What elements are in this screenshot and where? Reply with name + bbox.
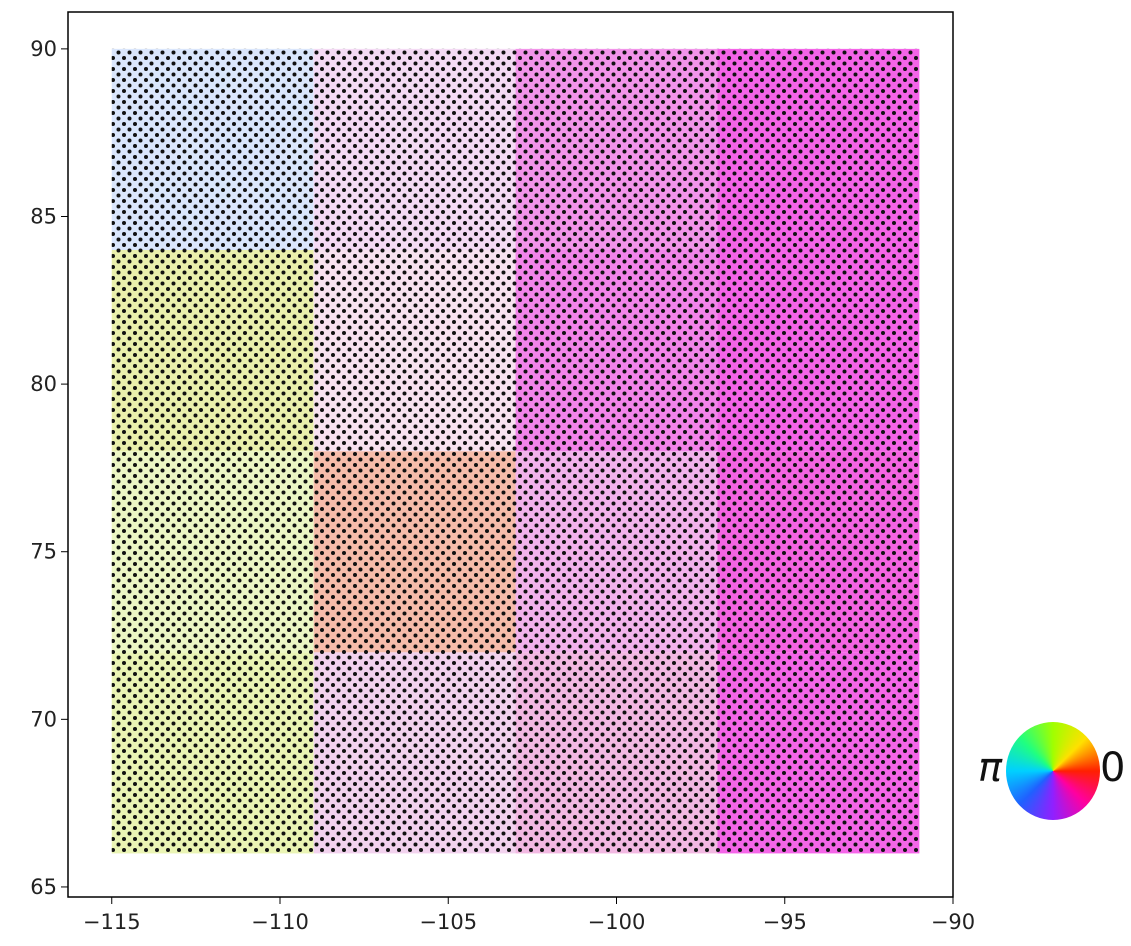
legend-label: π xyxy=(978,745,1003,791)
legend-label: 0 xyxy=(1100,745,1126,791)
x-tick-label: −115 xyxy=(83,910,141,934)
y-tick-label: 85 xyxy=(30,204,57,228)
x-tick-label: −100 xyxy=(588,910,646,934)
y-tick-label: 70 xyxy=(30,707,57,731)
x-tick-label: −95 xyxy=(763,910,807,934)
x-tick-label: −105 xyxy=(419,910,477,934)
y-tick-label: 90 xyxy=(30,37,57,61)
point-pattern xyxy=(111,48,920,854)
x-tick-label: −90 xyxy=(931,910,975,934)
y-tick-label: 80 xyxy=(30,372,57,396)
axes-frame xyxy=(67,11,954,898)
color-wheel xyxy=(1006,722,1100,820)
y-tick-label: 65 xyxy=(30,875,57,899)
x-tick-label: −110 xyxy=(251,910,309,934)
y-tick-label: 75 xyxy=(30,540,57,564)
